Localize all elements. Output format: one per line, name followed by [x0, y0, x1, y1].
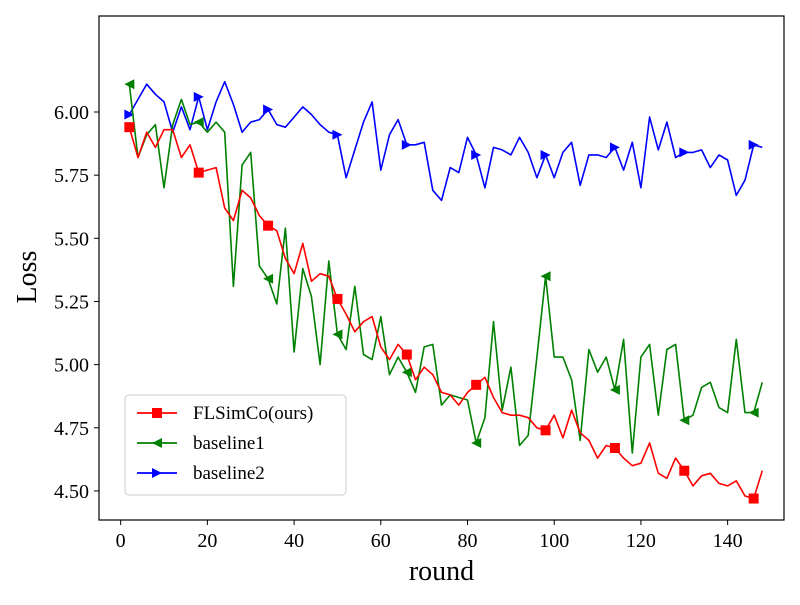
legend-marker: [152, 438, 162, 448]
legend-item: baseline1: [137, 433, 265, 454]
legend: FLSimCo(ours) baseline1 baseline2: [124, 394, 347, 496]
legend-item: FLSimCo(ours): [137, 403, 313, 424]
x-tick-label: 140: [713, 530, 743, 552]
x-tick-label: 0: [116, 530, 126, 552]
y-axis-label: Loss: [12, 251, 43, 304]
data-point-marker: [332, 293, 343, 304]
data-point-marker: [679, 465, 690, 476]
data-point-marker: [471, 437, 482, 448]
plot-frame: [98, 15, 785, 521]
x-tick-label: 60: [371, 530, 391, 552]
x-tick-label: 40: [284, 530, 304, 552]
legend-item: baseline2: [137, 463, 265, 484]
data-point-marker: [263, 220, 274, 231]
data-point-marker: [748, 139, 759, 150]
y-tick-label: 6.00: [54, 102, 89, 124]
series-line: [128, 80, 763, 202]
data-point-marker: [263, 273, 274, 284]
legend-label: baseline1: [193, 433, 265, 454]
y-tick-label: 5.25: [54, 291, 89, 313]
data-point-marker: [679, 415, 690, 426]
data-point-marker: [609, 142, 620, 153]
data-point-marker: [401, 139, 412, 150]
series-line: [128, 126, 764, 500]
y-tick-label: 4.50: [54, 481, 89, 503]
data-point-marker: [193, 167, 204, 178]
data-point-marker: [124, 79, 135, 90]
series-baseline1: [124, 79, 764, 454]
y-tick-label: 4.75: [54, 418, 89, 440]
data-point-marker: [471, 149, 482, 160]
x-tick-label: 20: [197, 530, 217, 552]
data-point-marker: [332, 329, 343, 340]
data-point-marker: [401, 367, 412, 378]
data-point-marker: [609, 384, 620, 395]
data-point-marker: [124, 109, 135, 120]
data-point-marker: [193, 117, 204, 128]
data-point-marker: [679, 147, 690, 158]
data-point-marker: [193, 91, 204, 102]
x-tick-label: 100: [539, 530, 569, 552]
x-tick-label: 120: [626, 530, 656, 552]
series-group: [124, 79, 764, 504]
data-point-marker: [748, 407, 759, 418]
data-point-marker: [124, 122, 135, 133]
data-point-marker: [332, 129, 343, 140]
x-axis-label: round: [409, 556, 474, 587]
data-point-marker: [540, 271, 551, 282]
legend-label: baseline2: [193, 463, 265, 484]
data-point-marker: [471, 379, 482, 390]
data-point-marker: [401, 349, 412, 360]
legend-marker: [152, 468, 162, 478]
y-tick-label: 5.75: [54, 165, 89, 187]
axes-group: 0 20 40 60 80 100 120 140 4.50 4.75 5.00 5.25 5.50 5.…: [54, 102, 743, 552]
legend-marker: [152, 408, 162, 418]
x-tick-label: 80: [458, 530, 478, 552]
data-point-marker: [540, 425, 551, 436]
data-point-marker: [540, 149, 551, 160]
series-baseline2: [124, 80, 763, 202]
y-tick-label: 5.00: [54, 355, 89, 377]
series-flsimco-ours-: [124, 122, 764, 504]
y-tick-label: 5.50: [54, 228, 89, 250]
legend-box: [124, 394, 347, 496]
legend-label: FLSimCo(ours): [193, 403, 313, 424]
data-point-marker: [609, 443, 620, 453]
data-point-marker: [748, 493, 759, 504]
data-point-marker: [263, 104, 274, 115]
series-line: [128, 84, 764, 454]
